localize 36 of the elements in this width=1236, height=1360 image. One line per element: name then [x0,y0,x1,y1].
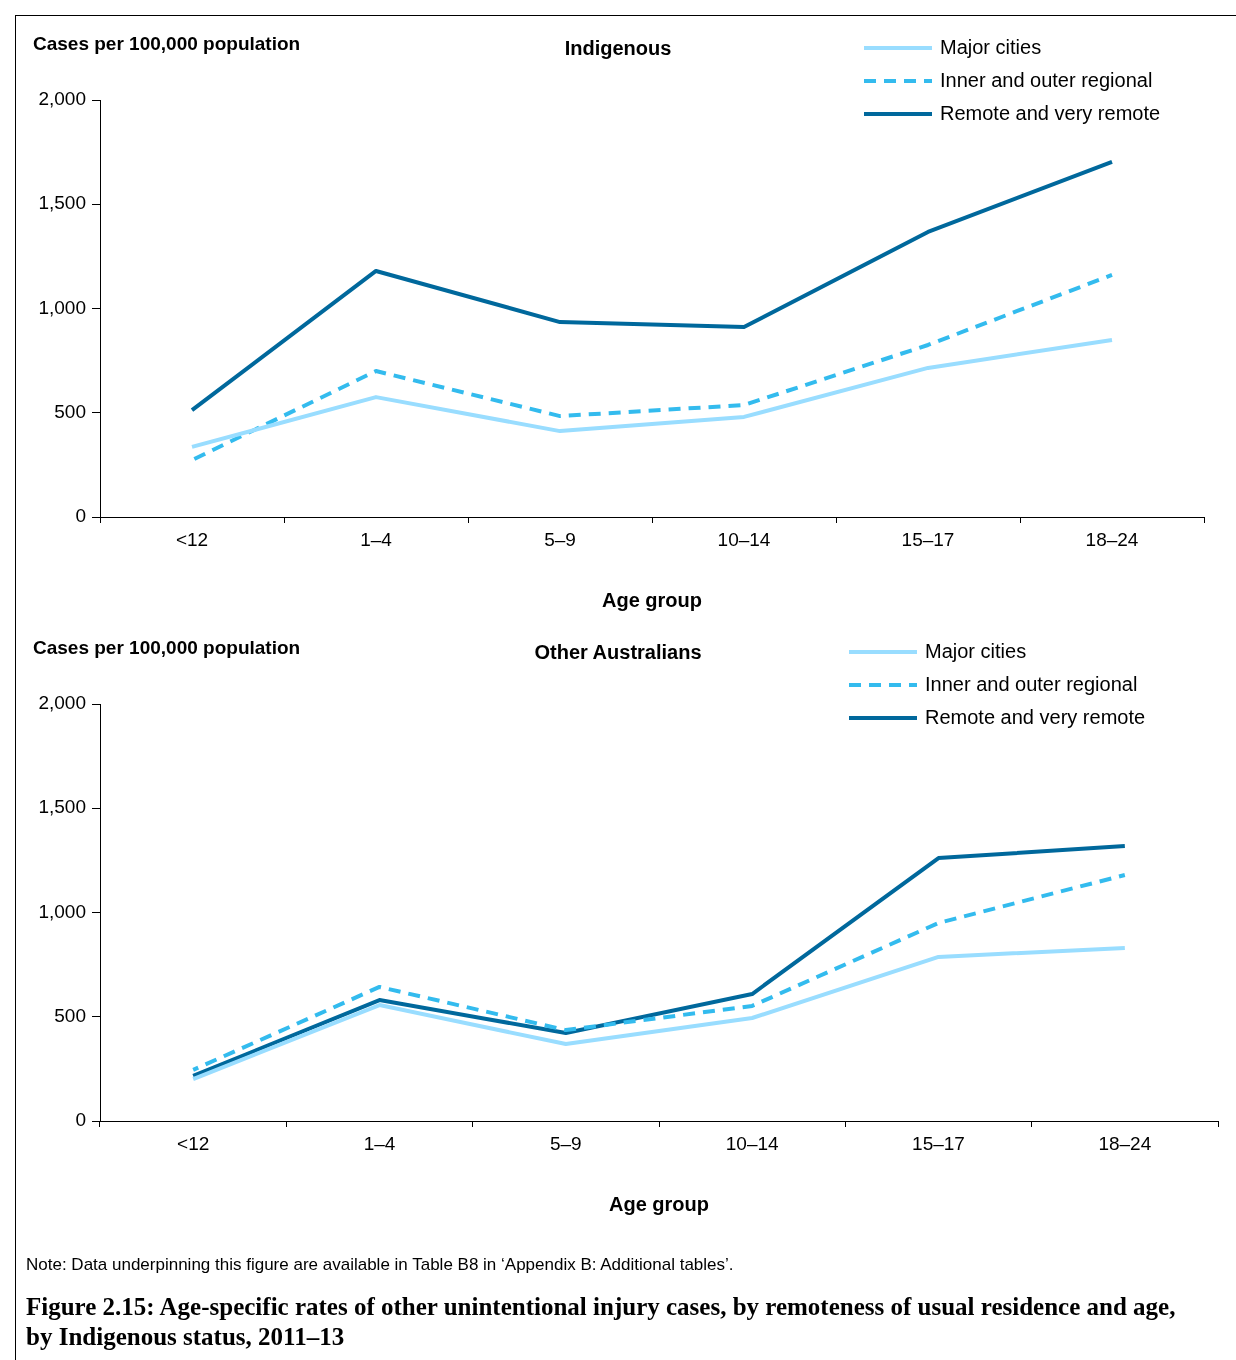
text: Note: Data underpinning this figure are available in Table B8 in ‘Appendix B: Additional tables’. [26,1255,734,1275]
y-axis-title: Cases per 100,000 population [33,33,301,55]
legend-label: Inner and outer regional [940,69,1153,92]
x-tick-label: 15–17 [912,1132,965,1154]
y-tick-label: 500 [54,1004,86,1026]
legend-label: Remote and very remote [940,102,1161,125]
y-tick-label: 2,000 [38,88,86,110]
x-tick-label: 5–9 [544,528,576,550]
x-tick-label: 15–17 [901,528,955,550]
y-tick-label: 1,000 [38,900,86,922]
y-tick-label: 0 [75,505,86,527]
y-tick-label: 1,500 [38,796,86,818]
legend-label: Inner and outer regional [925,673,1138,696]
x-tick-label: <12 [175,528,209,550]
chart-title: Other Australians [534,641,702,663]
y-axis-title: Cases per 100,000 population [33,637,301,659]
y-tick-label: 1,000 [38,296,86,318]
chart-title: Indigenous [564,37,672,59]
legend-label: Major cities [925,640,1027,663]
y-tick-label: 0 [75,1109,86,1131]
x-tick-label: 18–24 [1098,1132,1152,1154]
x-tick-label: 10–14 [717,528,771,550]
x-tick-label: 1–4 [363,1132,396,1154]
x-tick-label: 5–9 [549,1132,582,1154]
legend-label: Remote and very remote [925,706,1146,729]
y-tick-label: 500 [54,400,86,422]
x-tick-label: 18–24 [1085,528,1139,550]
x-tick-label: 10–14 [725,1132,780,1154]
x-tick-label: <12 [177,1132,210,1154]
caption: Figure 2.15: Age-specific rates of other unintentional injury cases, by remoteness of usual residence and age, by Indigenous status, 2011–13 [26,1292,1176,1352]
y-tick-label: 2,000 [38,692,86,714]
x-axis-title: Age group [602,588,702,611]
y-tick-label: 1,500 [38,192,86,214]
x-tick-label: 1–4 [360,528,393,550]
x-axis-title: Age group [609,1192,709,1215]
legend-label: Major cities [940,36,1042,59]
